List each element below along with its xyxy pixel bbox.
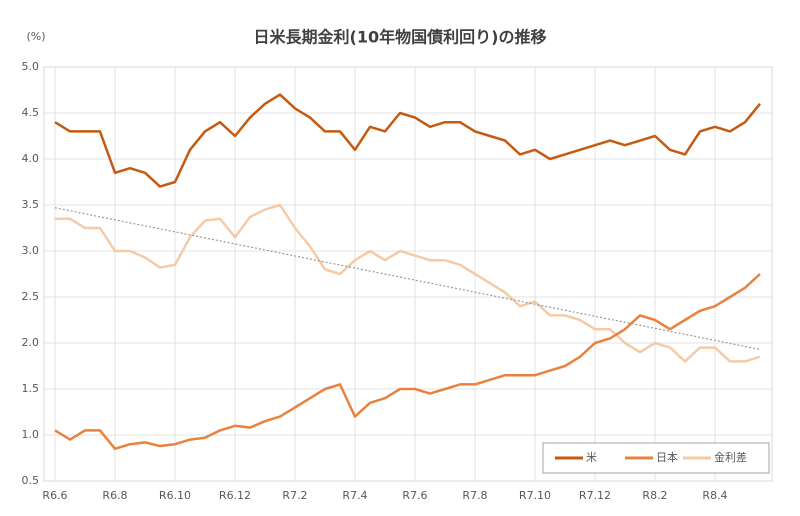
x-tick-label: R6.8: [102, 489, 127, 502]
x-tick-label: R6.6: [42, 489, 67, 502]
legend-label: 日本: [656, 450, 678, 464]
y-tick-label: 1.5: [22, 382, 40, 395]
x-tick-label: R7.4: [342, 489, 367, 502]
y-tick-label: 2.0: [22, 336, 40, 349]
plot-border: [43, 66, 773, 482]
x-tick-label: R8.2: [642, 489, 667, 502]
x-tick-label: R8.4: [702, 489, 727, 502]
legend-label: 米: [586, 451, 597, 464]
y-tick-label: 0.5: [22, 474, 40, 487]
y-tick-label: 4.5: [22, 106, 40, 119]
y-tick-label: 3.5: [22, 198, 40, 211]
series-line: [54, 273, 761, 451]
x-tick-label: R7.10: [519, 489, 551, 502]
x-tick-label: R6.10: [159, 489, 191, 502]
chart-title: 日米長期金利(10年物国債利回り)の推移: [254, 28, 547, 47]
y-axis-label: (%): [26, 30, 45, 43]
y-tick-label: 2.5: [22, 290, 40, 303]
x-tick-label: R6.12: [219, 489, 251, 502]
y-tick-label: 3.0: [22, 244, 40, 257]
y-tick-label: 4.0: [22, 152, 40, 165]
series-line: [55, 203, 761, 363]
y-tick-label: 5.0: [22, 60, 40, 73]
trend-line: [54, 207, 761, 351]
x-tick-label: R7.8: [462, 489, 487, 502]
x-tick-label: R7.12: [579, 489, 611, 502]
y-tick-label: 1.0: [22, 428, 40, 441]
legend-label: 金利差: [714, 451, 747, 464]
x-tick-label: R7.2: [282, 489, 307, 502]
x-tick-label: R7.6: [402, 489, 427, 502]
series-line: [54, 93, 761, 188]
